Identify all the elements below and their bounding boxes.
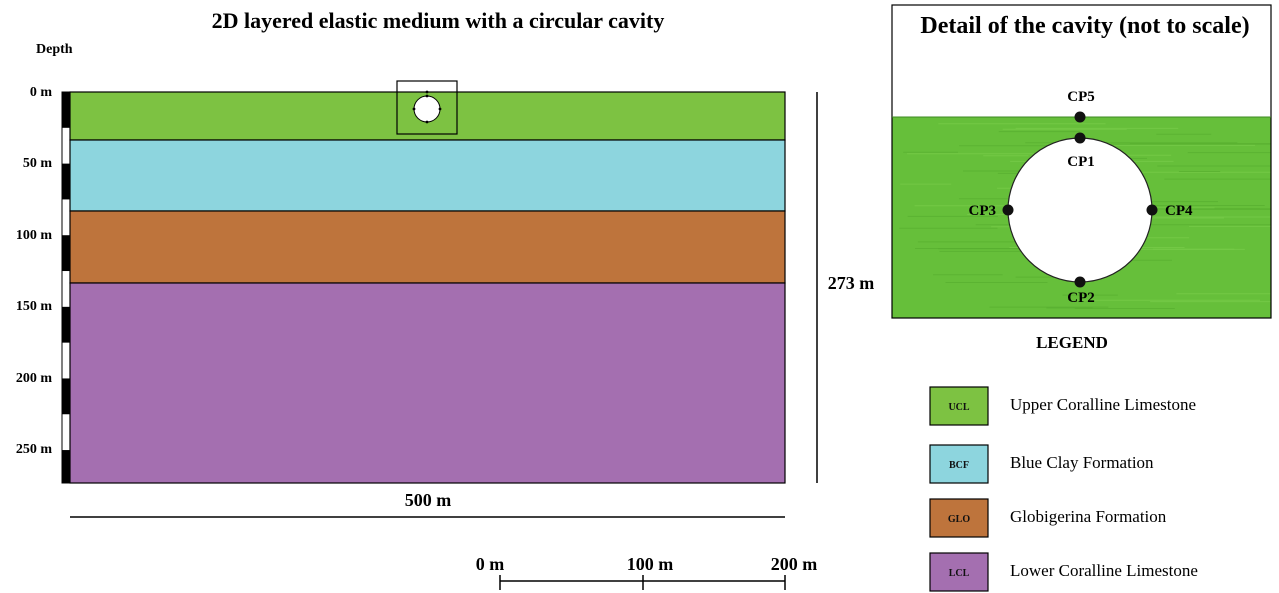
- legend-code-bcf: BCF: [949, 460, 969, 471]
- legend-label-ucl: Upper Coralline Limestone: [1010, 395, 1196, 414]
- legend-code-ucl: UCL: [948, 402, 969, 413]
- cavity: [413, 95, 441, 123]
- depth-axis-label: Depth: [36, 42, 73, 57]
- cavity-cp2-mark: [425, 120, 429, 124]
- cp4-point: [1146, 204, 1158, 216]
- depth-tick-labels: 0 m 50 m 100 m 150 m 200 m 250 m: [16, 85, 53, 457]
- scale-bar: 0 m 100 m 200 m: [476, 554, 818, 590]
- legend-label-bcf: Blue Clay Formation: [1010, 453, 1154, 472]
- height-dimension-label: 273 m: [828, 273, 875, 293]
- legend-swatch-bcf: [929, 444, 989, 484]
- cavity-inset: [396, 80, 458, 135]
- depth-ruler-segment: [62, 235, 70, 272]
- depth-tick-0: 0 m: [30, 85, 53, 100]
- depth-ruler: [61, 91, 71, 484]
- layer-lcl: [69, 282, 786, 484]
- depth-tick-50: 50 m: [23, 156, 53, 171]
- cavity-cp3-mark: [412, 107, 416, 111]
- legend-label-glo: Globigerina Formation: [1010, 507, 1167, 526]
- cp5-label: CP5: [1067, 89, 1095, 105]
- depth-ruler-segment: [62, 378, 70, 415]
- layer-glo: [69, 210, 786, 284]
- diagram-title: 2D layered elastic medium with a circula…: [212, 8, 665, 33]
- cavity-cp5-mark: [425, 90, 429, 94]
- depth-ruler-segment: [62, 92, 70, 128]
- cp4-label: CP4: [1165, 203, 1193, 219]
- cp5-point: [1074, 111, 1086, 123]
- legend-item-bcf: BCF Blue Clay Formation: [929, 444, 1154, 484]
- detail-panel-frame: [891, 4, 1272, 319]
- cp2-point: [1074, 276, 1086, 288]
- detail-panel-title: Detail of the cavity (not to scale): [920, 13, 1249, 39]
- layer-bcf: [69, 139, 786, 212]
- scale-label-0: 0 m: [476, 554, 505, 574]
- legend-swatch-ucl: [929, 386, 989, 426]
- depth-ruler-segment: [62, 163, 70, 200]
- legend-swatch-lcl: [929, 552, 989, 592]
- detail-panel-sky: [892, 5, 1271, 117]
- cp1-point: [1074, 132, 1086, 144]
- cp2-label: CP2: [1067, 290, 1095, 306]
- legend-label-lcl: Lower Coralline Limestone: [1010, 561, 1198, 580]
- depth-tick-200: 200 m: [16, 371, 53, 386]
- legend-code-lcl: LCL: [949, 568, 970, 579]
- cp3-point: [1002, 204, 1014, 216]
- legend-code-glo: GLO: [948, 514, 970, 525]
- legend-item-lcl: LCL Lower Coralline Limestone: [929, 552, 1198, 592]
- width-dimension-label: 500 m: [405, 490, 452, 510]
- depth-tick-250: 250 m: [16, 442, 53, 457]
- cavity-cp1-mark: [425, 94, 429, 98]
- depth-ruler-segment: [62, 306, 70, 343]
- legend-title: LEGEND: [1036, 333, 1108, 352]
- cp3-label: CP3: [969, 203, 997, 219]
- depth-tick-150: 150 m: [16, 299, 53, 314]
- cp1-label: CP1: [1067, 154, 1095, 170]
- depth-tick-100: 100 m: [16, 228, 53, 243]
- scale-label-100: 100 m: [627, 554, 674, 574]
- layer-stack: [69, 91, 786, 484]
- legend-item-glo: GLO Globigerina Formation: [929, 498, 1167, 538]
- legend-swatch-glo: [929, 498, 989, 538]
- legend-item-ucl: UCL Upper Coralline Limestone: [929, 386, 1196, 426]
- scale-label-200: 200 m: [771, 554, 818, 574]
- cavity-cp4-mark: [438, 107, 442, 111]
- cavity-detail-panel: Detail of the cavity (not to scale) CP5 …: [891, 4, 1272, 319]
- depth-ruler-frame: [61, 91, 71, 484]
- depth-ruler-segment: [62, 450, 70, 483]
- cavity-detail-frame: [396, 80, 458, 135]
